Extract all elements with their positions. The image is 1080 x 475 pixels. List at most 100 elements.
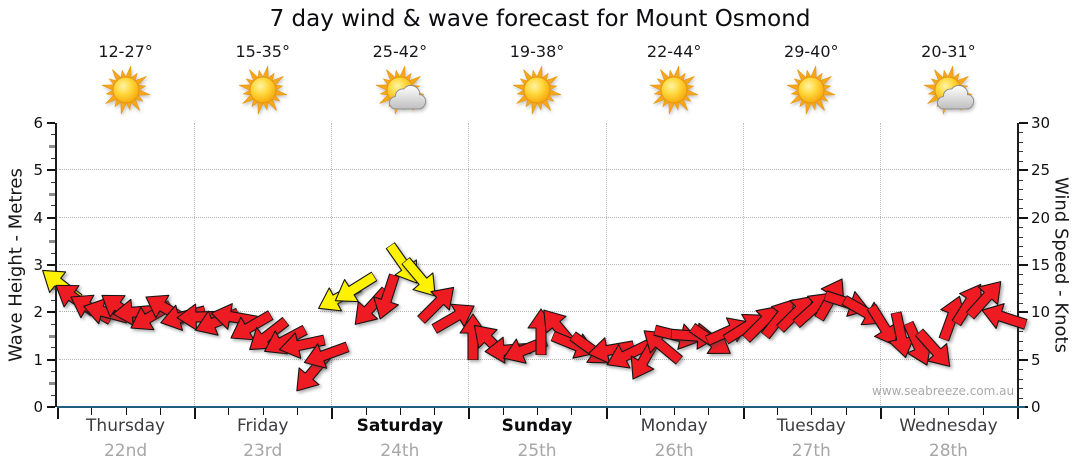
h-gridline: [59, 169, 1011, 171]
wind-arrow-red: [414, 286, 462, 324]
wind-arrow-red: [962, 281, 1010, 320]
wave-axis-major-tick: [47, 216, 55, 219]
v-gridline: [605, 123, 607, 407]
wind-arrow-red: [431, 302, 479, 334]
wind-arrow-red: [586, 335, 636, 365]
sun-disc: [112, 76, 140, 104]
time-axis-tick: [159, 408, 161, 415]
wind-axis-minor-tick: [1019, 274, 1023, 276]
wave-axis-minor-tick: [49, 145, 55, 149]
wind-axis-tick-label: 15: [1031, 256, 1051, 274]
wind-axis-tick-label: 0: [1031, 398, 1041, 416]
time-axis-tick: [468, 408, 471, 419]
time-axis-line: [57, 406, 1025, 408]
sunny-icon: [237, 64, 289, 116]
time-axis-tick: [1017, 408, 1019, 419]
wind-axis-minor-tick: [1019, 283, 1023, 285]
wind-axis-major-tick: [1019, 122, 1028, 124]
temp-range: 12-27°: [98, 42, 153, 61]
time-axis-tick: [708, 408, 710, 415]
time-axis-tick: [297, 408, 298, 415]
wind-axis-major-tick: [1019, 264, 1028, 266]
wave-axis-minor-tick: [51, 347, 55, 349]
partly-cloudy-icon: [374, 64, 426, 116]
temp-range: 29-40°: [784, 42, 839, 61]
sun-disc: [797, 76, 825, 104]
wind-axis-minor-tick: [1019, 369, 1023, 371]
time-axis-tick: [914, 408, 916, 415]
v-gridline: [194, 123, 196, 407]
wave-axis-minor-tick: [51, 394, 55, 396]
day-label: Thursday: [86, 416, 166, 436]
day-label: Sunday: [501, 416, 573, 436]
chart-title: 7 day wind & wave forecast for Mount Osm…: [269, 6, 811, 32]
wind-arrow-red: [877, 310, 925, 359]
time-axis-tick: [125, 408, 127, 415]
time-axis-tick: [982, 408, 984, 415]
wind-arrow-red: [346, 285, 394, 325]
wave-axis-tick-label: 0: [33, 398, 43, 416]
wave-axis-tick-label: 5: [33, 161, 43, 180]
time-axis-tick: [331, 408, 334, 419]
time-axis-tick: [777, 408, 778, 415]
wind-axis-minor-tick: [1019, 397, 1023, 399]
sun-disc: [660, 76, 688, 104]
wave-axis-major-tick: [47, 406, 55, 408]
wind-axis-tick-label: 30: [1031, 114, 1051, 132]
time-axis-tick: [194, 408, 197, 419]
date-label: 24th: [380, 441, 420, 461]
v-gridline: [879, 123, 881, 407]
time-axis-tick: [811, 408, 813, 415]
wind-axis-minor-tick: [1019, 293, 1023, 295]
wave-axis-tick-label: 4: [33, 208, 43, 227]
date-label: 23rd: [243, 441, 283, 461]
temp-range: 25-42°: [372, 42, 428, 61]
day-label: Friday: [236, 416, 289, 436]
wave-axis-minor-tick: [49, 192, 55, 196]
wave-axis-tick-label: 2: [33, 303, 43, 322]
wind-axis-tick-label: 25: [1031, 161, 1051, 180]
wind-arrow-red: [911, 328, 959, 368]
wave-axis-line: [55, 123, 57, 407]
wave-axis-minor-tick: [49, 239, 55, 243]
wind-arrow-red: [209, 302, 258, 332]
wave-axis-minor-tick: [51, 300, 55, 301]
date-label: 28th: [928, 441, 968, 461]
wind-arrow-red: [979, 302, 1028, 332]
time-axis-tick: [262, 408, 264, 415]
wind-axis-major-tick: [1019, 169, 1028, 172]
h-gridline: [59, 311, 1011, 313]
wave-axis-minor-tick: [51, 371, 55, 372]
wind-axis-minor-tick: [1019, 160, 1023, 162]
wind-axis-minor-tick: [1019, 350, 1023, 352]
temp-range: 22-44°: [646, 42, 702, 61]
cloud: [388, 85, 426, 110]
wind-axis-minor-tick: [1019, 227, 1023, 229]
wave-axis-minor-tick: [49, 381, 55, 385]
wind-axis-minor-tick: [1019, 331, 1023, 333]
wind-axis-minor-tick: [1019, 132, 1023, 134]
wave-axis-minor-tick: [51, 323, 55, 325]
partly-cloudy-icon: [922, 64, 975, 116]
sun-disc: [523, 76, 551, 104]
sunny-icon: [511, 64, 563, 116]
wave-axis-minor-tick: [51, 229, 55, 230]
time-axis-tick: [845, 408, 847, 415]
h-gridline: [59, 216, 1011, 218]
wind-axis-minor-tick: [1019, 255, 1023, 257]
wave-axis-minor-tick: [51, 181, 55, 183]
wind-arrow-red: [449, 313, 497, 360]
wave-axis-tick-label: 1: [33, 350, 43, 369]
temp-range: 20-31°: [921, 42, 976, 61]
sun-disc: [249, 76, 277, 104]
wind-arrow-red: [860, 302, 908, 346]
wind-axis-tick-label: 5: [1031, 350, 1041, 369]
watermark: www.seabreeze.com.au: [872, 384, 1015, 398]
wind-axis-minor-tick: [1019, 340, 1023, 342]
wave-axis-minor-tick: [51, 205, 55, 207]
v-gridline: [742, 123, 744, 407]
wind-arrow-red: [301, 340, 350, 370]
time-axis-tick: [742, 408, 745, 419]
wind-arrow-red: [603, 339, 652, 370]
